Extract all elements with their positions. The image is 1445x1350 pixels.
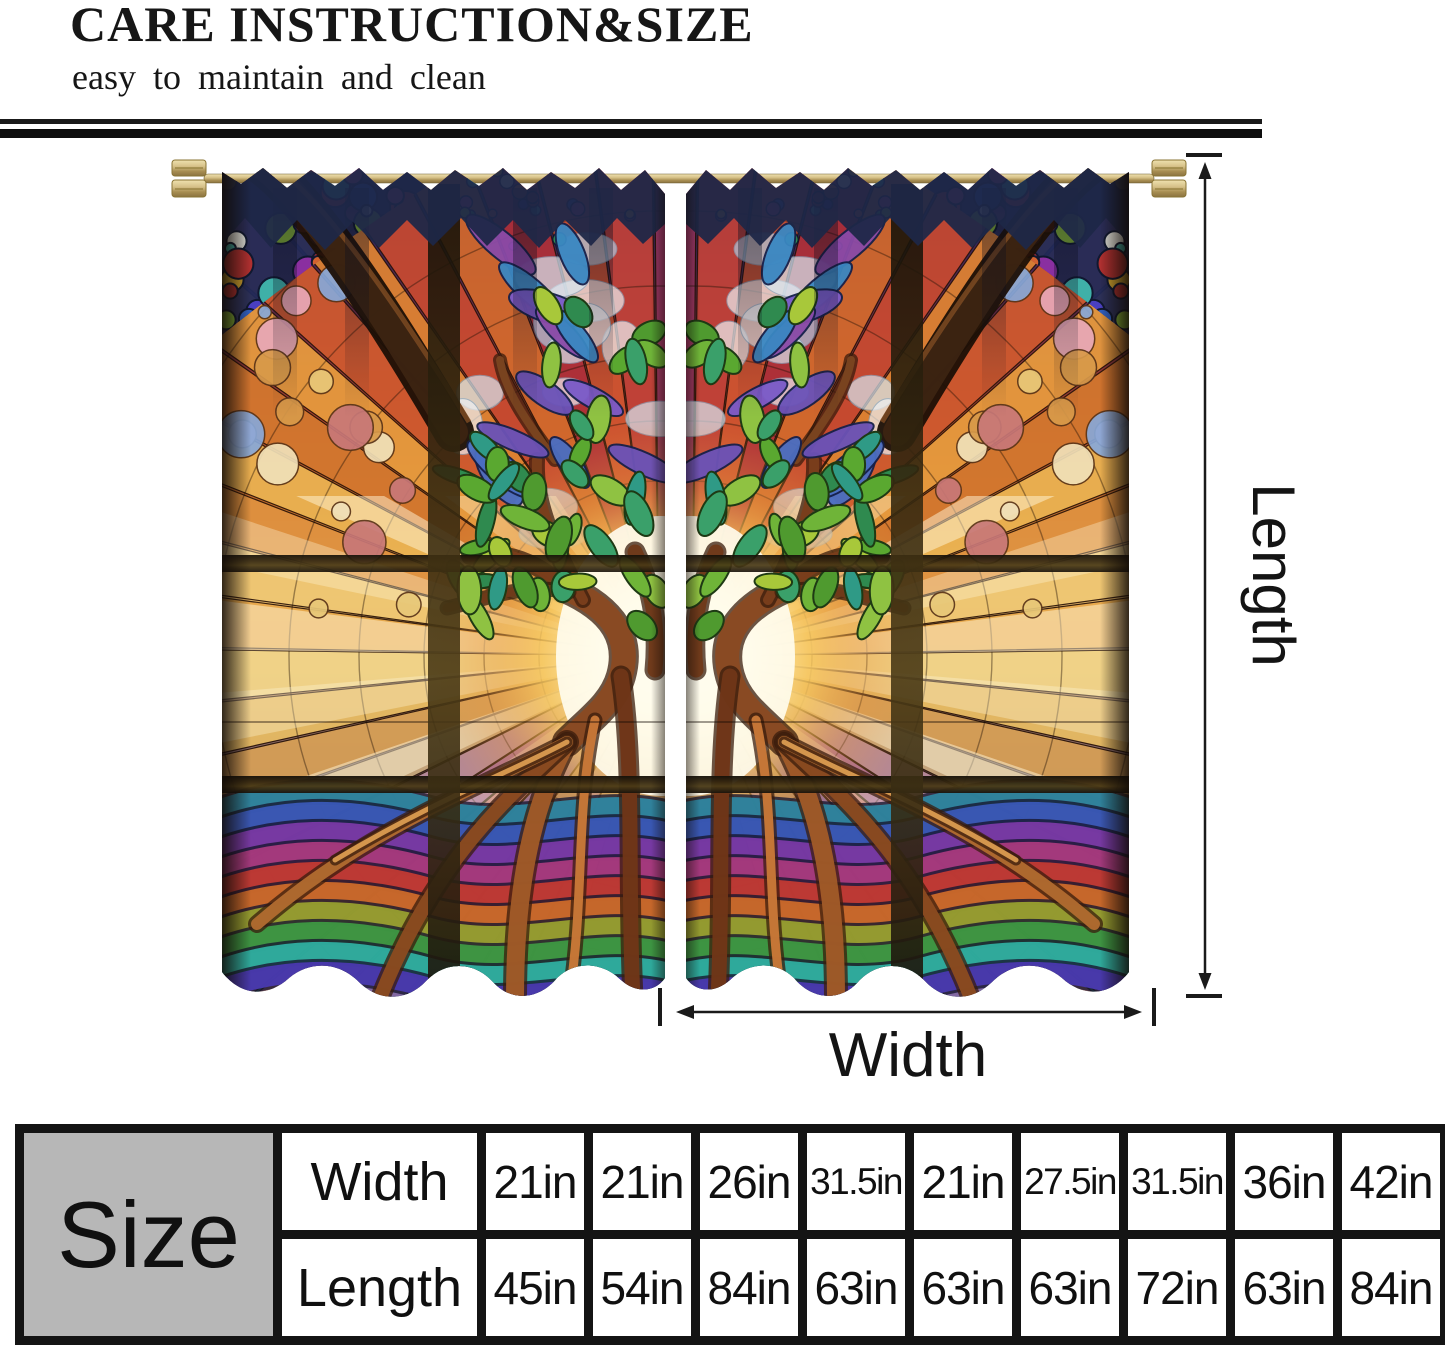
- length-value-cell: 45in: [477, 1230, 593, 1345]
- divider-thick: [0, 129, 1262, 138]
- width-value-cell: 36in: [1226, 1124, 1342, 1239]
- width-value-cell: 31.5in: [798, 1124, 914, 1239]
- width-value-cell: 31.5in: [1119, 1124, 1235, 1239]
- length-label: Length: [1240, 483, 1307, 667]
- length-value-cell: 72in: [1119, 1230, 1235, 1345]
- rod-finial-left: [171, 159, 207, 198]
- width-row-label: Width: [273, 1124, 486, 1239]
- width-label: Width: [829, 1021, 987, 1090]
- length-value-cell: 63in: [1012, 1230, 1128, 1345]
- width-value-cell: 21in: [905, 1124, 1021, 1239]
- length-value-cell: 84in: [1333, 1230, 1445, 1345]
- curtain-panel-right: [0, 0, 1445, 1120]
- length-row-label: Length: [273, 1230, 486, 1345]
- rod-finial-right: [1151, 159, 1187, 198]
- product-diagram: Length Width: [0, 0, 1445, 1120]
- curtain-rod: [203, 173, 1155, 184]
- width-arrow: [658, 988, 1156, 1026]
- length-value-cell: 54in: [584, 1230, 700, 1345]
- divider-thin: [0, 119, 1262, 124]
- length-value-cell: 63in: [1226, 1230, 1342, 1345]
- width-value-cell: 21in: [584, 1124, 700, 1239]
- size-table: Size Width 21in 21in 26in 31.5in 21in 27…: [15, 1124, 1445, 1345]
- width-value-cell: 26in: [691, 1124, 807, 1239]
- length-value-cell: 63in: [905, 1230, 1021, 1345]
- width-value-cell: 42in: [1333, 1124, 1445, 1239]
- size-header-cell: Size: [15, 1124, 282, 1345]
- length-value-cell: 63in: [798, 1230, 914, 1345]
- width-value-cell: 27.5in: [1012, 1124, 1128, 1239]
- length-value-cell: 84in: [691, 1230, 807, 1345]
- page-title: CARE INSTRUCTION&SIZE: [70, 0, 754, 52]
- length-arrow: [1186, 153, 1222, 998]
- width-value-cell: 21in: [477, 1124, 593, 1239]
- page-subtitle: easy to maintain and clean: [72, 57, 486, 97]
